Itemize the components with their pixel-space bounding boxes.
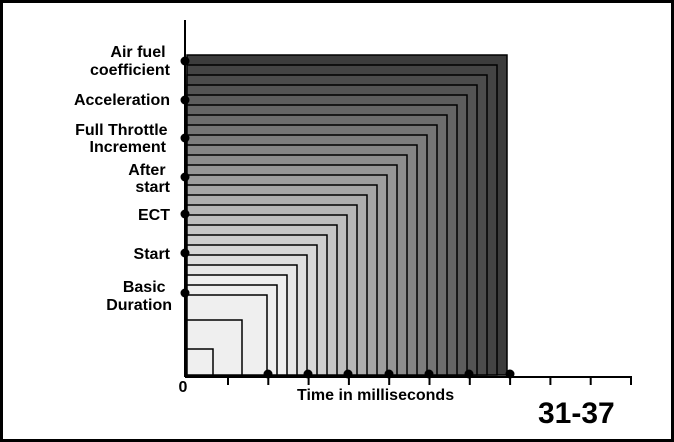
x-marker-dot — [384, 369, 394, 379]
figure-number: 31-37 — [538, 397, 615, 430]
x-axis-title: Time in milliseconds — [297, 387, 454, 404]
label-full-throttle-increment: Full Throttle Increment — [75, 122, 172, 156]
x-marker-dot — [263, 369, 273, 379]
y-marker-dot — [180, 56, 190, 66]
x-marker-dot — [303, 369, 313, 379]
y-marker-dot — [180, 133, 190, 143]
y-marker-dot — [180, 95, 190, 105]
duration-step — [186, 348, 214, 376]
label-air-fuel-coefficient: Air fuel coefficient — [90, 44, 171, 79]
x-marker-dot — [424, 369, 434, 379]
x-marker-dot — [343, 369, 353, 379]
label-ect: ECT — [138, 207, 170, 224]
x-axis-markers — [263, 369, 515, 379]
x-marker-dot — [505, 369, 515, 379]
label-basic-duration: Basic Duration — [106, 279, 172, 314]
y-axis-markers — [180, 56, 190, 298]
y-marker-dot — [180, 288, 190, 298]
y-marker-dot — [180, 172, 190, 182]
duration-steps — [186, 54, 508, 376]
y-axis-labels: Air fuel coefficient Acceleration Full T… — [74, 44, 172, 314]
y-marker-dot — [180, 209, 190, 219]
x-axis-zero-label: 0 — [179, 379, 188, 396]
label-acceleration: Acceleration — [74, 92, 170, 109]
y-marker-dot — [180, 248, 190, 258]
label-start: Start — [134, 246, 171, 263]
x-marker-dot — [464, 369, 474, 379]
label-after-start: After start — [128, 162, 170, 196]
